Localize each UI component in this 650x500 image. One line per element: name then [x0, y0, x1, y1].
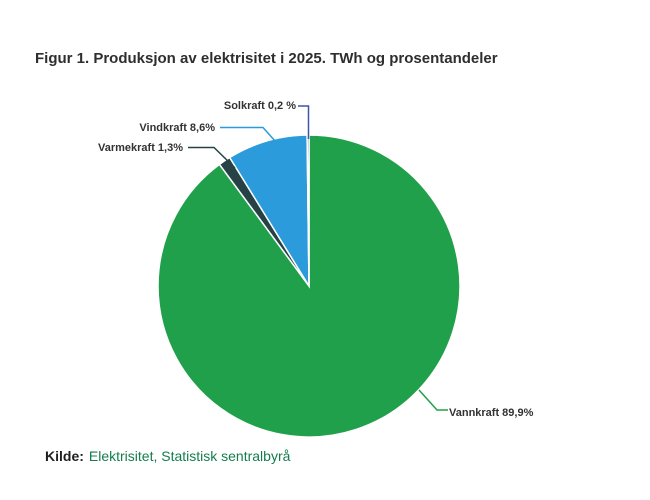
- source-line: Kilde: Elektrisitet, Statistisk sentralby…: [45, 448, 290, 464]
- vannkraft-leader-line: [418, 389, 448, 411]
- label-vindkraft: Vindkraft 8,6%: [139, 122, 215, 134]
- label-varmekraft: Varmekraft 1,3%: [98, 142, 183, 154]
- chart-title: Figur 1. Produksjon av elektrisitet i 20…: [35, 50, 498, 67]
- pie-slices-group: [157, 134, 461, 438]
- solkraft-leader-line: [298, 105, 310, 139]
- label-vannkraft: Vannkraft 89,9%: [449, 407, 534, 419]
- label-solkraft: Solkraft 0,2 %: [223, 100, 296, 112]
- source-prefix: Kilde:: [45, 448, 84, 464]
- vindkraft-leader-line: [220, 126, 285, 152]
- varmekraft-leader-line: [188, 146, 236, 169]
- source-link[interactable]: Elektrisitet, Statistisk sentralbyrå: [88, 448, 291, 464]
